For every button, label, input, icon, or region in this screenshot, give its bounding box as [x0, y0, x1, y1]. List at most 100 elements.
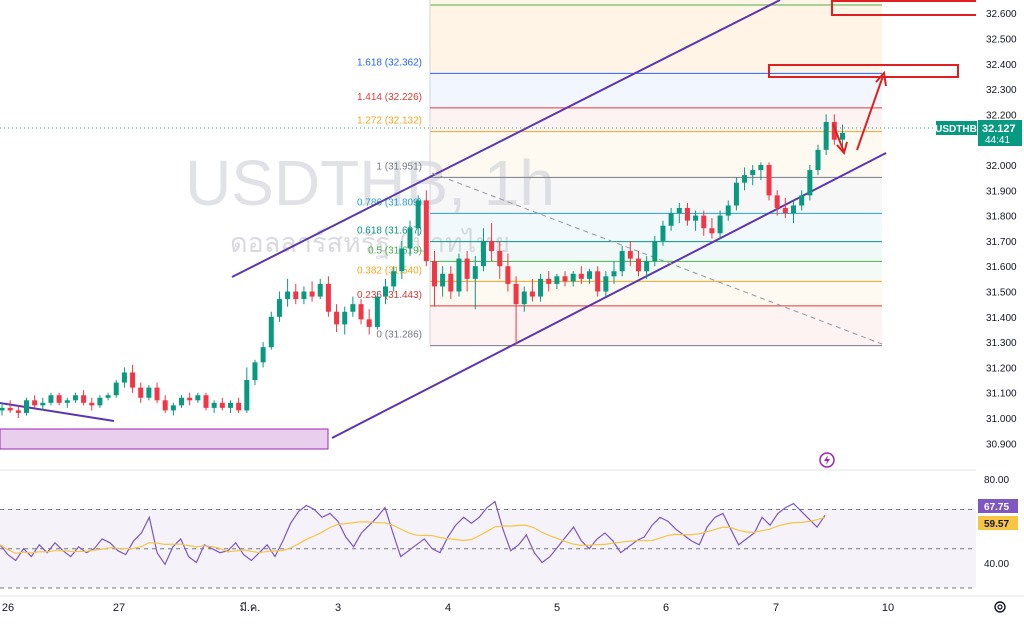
- rsi-tick-80: 80.00: [984, 475, 1009, 486]
- candle-body: [635, 258, 641, 272]
- candle-body: [684, 208, 690, 221]
- price-tick: 32.200: [986, 110, 1017, 121]
- candle-body: [89, 402, 95, 406]
- rsi-value-badge: [978, 499, 1018, 513]
- fib-label: 0 (31.286): [376, 330, 422, 341]
- candle-body: [823, 121, 829, 150]
- candle-body: [342, 311, 348, 325]
- candle-body: [113, 382, 119, 396]
- rsi-ma-badge: [978, 516, 1018, 530]
- price-tick: 31.200: [986, 363, 1017, 374]
- ticker-badge: USDTHB: [935, 121, 977, 135]
- candle-body: [644, 261, 650, 272]
- candle-body: [40, 402, 46, 406]
- time-label: 26: [2, 602, 14, 614]
- fib-label: 0.5 (31.619): [368, 245, 422, 256]
- candle-body: [505, 266, 511, 284]
- price-tick: 31.500: [986, 288, 1017, 299]
- candle-body: [391, 271, 397, 287]
- candle-body: [211, 402, 217, 408]
- price-tick: 31.800: [986, 212, 1017, 223]
- candle-body: [0, 407, 5, 411]
- candle-body: [179, 397, 185, 406]
- rsi-tick-40: 40.00: [984, 559, 1009, 570]
- candle-body: [676, 208, 682, 214]
- target-box-lower[interactable]: [768, 64, 959, 78]
- candle-body: [325, 283, 331, 312]
- candle-body: [105, 395, 111, 398]
- price-axis-bg: [976, 0, 1024, 596]
- price-tick: 31.900: [986, 186, 1017, 197]
- target-arrow-head: [875, 70, 887, 87]
- candle-body: [668, 213, 674, 226]
- rsi-pane[interactable]: [0, 500, 976, 589]
- candle-body: [219, 402, 225, 408]
- fib-zone: [430, 73, 882, 108]
- candle-body: [480, 240, 486, 267]
- fib-label: 1.414 (32.226): [357, 92, 422, 103]
- candle-body: [546, 278, 552, 284]
- last-price-badge: 32.127 44:41: [978, 120, 1022, 146]
- target-arrow[interactable]: [856, 75, 884, 151]
- price-tick: 30.900: [986, 439, 1017, 450]
- candle-body: [301, 291, 307, 300]
- settings-gear-icon[interactable]: [994, 601, 1006, 613]
- fib-label: 0.236 (31.443): [357, 290, 422, 301]
- time-label: 27: [113, 602, 125, 614]
- time-axis[interactable]: 26 27 มี.ค. 3 4 5 6 7 10: [2, 601, 894, 614]
- price-tick: 31.100: [986, 389, 1017, 400]
- time-label: 5: [554, 602, 560, 614]
- candle-body: [276, 299, 282, 317]
- candle-body: [64, 400, 70, 403]
- fib-label: 1.618 (32.362): [357, 57, 422, 68]
- fib-zones: [430, 0, 882, 346]
- rsi-ma-value: 59.57: [984, 519, 1009, 530]
- economic-event-icon[interactable]: [819, 452, 835, 468]
- candle-body: [799, 195, 805, 206]
- fib-label: 0.786 (31.809): [357, 197, 422, 208]
- candle-body: [81, 395, 87, 403]
- candle-body: [693, 215, 699, 221]
- time-label: 10: [882, 602, 894, 614]
- candle-body: [154, 387, 160, 401]
- time-label: 3: [335, 602, 341, 614]
- rsi-axis[interactable]: 80.00 40.00 67.75 59.57: [978, 475, 1018, 570]
- price-tick: 32.000: [986, 161, 1017, 172]
- candle-body: [244, 380, 250, 411]
- fib-zone: [430, 305, 882, 346]
- small-trendline[interactable]: [0, 402, 115, 422]
- candle-body: [227, 402, 233, 408]
- channel-upper-line[interactable]: [231, 0, 781, 278]
- demand-zone[interactable]: [0, 428, 329, 450]
- candle-body: [782, 208, 788, 214]
- candle-body: [448, 273, 454, 292]
- candle-body: [497, 251, 503, 267]
- candle-body: [791, 205, 797, 214]
- candle-body: [366, 319, 372, 327]
- candle-body: [285, 291, 291, 300]
- candle-body: [766, 165, 772, 196]
- fib-lines[interactable]: 1.618 (32.362) 1.414 (32.226) 1.272 (32.13…: [357, 0, 882, 347]
- candle-body: [293, 291, 299, 300]
- time-label: 4: [445, 602, 451, 614]
- rsi-ma-line[interactable]: [0, 516, 826, 554]
- candle-body: [121, 372, 127, 383]
- candle-body: [130, 372, 136, 388]
- fib-label: 1.272 (32.132): [357, 116, 422, 127]
- fib-zone: [430, 213, 882, 242]
- candle-body: [162, 400, 168, 411]
- last-price-value: 32.127: [982, 123, 1016, 135]
- candle-body: [521, 291, 527, 305]
- price-tick: 31.700: [986, 237, 1017, 248]
- candle-body: [415, 200, 421, 229]
- rsi-line[interactable]: [0, 500, 826, 566]
- ticker-label: USDTHB: [935, 124, 977, 135]
- candle-body: [831, 121, 837, 140]
- candle-body: [252, 362, 258, 381]
- candle-body: [774, 195, 780, 209]
- candle-body: [627, 251, 633, 259]
- candle-body: [317, 283, 323, 297]
- candle-body: [758, 165, 764, 171]
- pullback-arrow[interactable]: [832, 123, 845, 153]
